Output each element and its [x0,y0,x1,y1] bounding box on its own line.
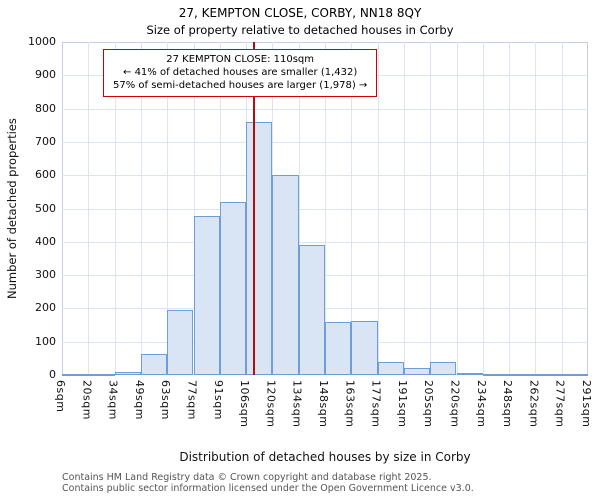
v-gridline [403,42,405,375]
histogram-bar [272,175,299,375]
y-tick-label: 200 [35,301,56,315]
histogram-bar [430,361,457,375]
v-gridline [193,42,195,375]
y-tick-label: 1000 [28,35,56,48]
footer-attribution-2: Contains public sector information licen… [62,483,474,494]
x-tick-label: 291sqm [580,380,593,428]
v-gridline [325,42,326,375]
y-tick-label: 100 [35,334,56,348]
y-tick-label: 700 [35,134,56,148]
annotation-property-line: 27 KEMPTON CLOSE: 110sqm [166,54,315,65]
x-tick-label: 34sqm [106,380,120,420]
v-gridline [456,42,458,375]
histogram-bar [482,373,510,376]
histogram-bar [351,321,378,375]
chart-subtitle: Size of property relative to detached ho… [146,23,454,37]
x-tick-label: 220sqm [448,380,462,428]
property-size-marker-line [252,42,255,375]
histogram-bar [325,322,352,375]
x-tick-label: 277sqm [553,380,567,428]
x-tick-label: 248sqm [501,380,515,428]
histogram-bar [535,374,562,376]
y-tick-label: 900 [35,68,56,82]
v-gridline [430,42,432,375]
v-gridline [88,42,90,375]
y-tick-label: 300 [35,268,56,282]
v-gridline [561,42,563,375]
v-gridline [482,42,484,375]
v-gridline [114,42,116,375]
v-gridline [298,42,300,375]
histogram-bar [219,201,247,375]
histogram-bar [62,374,89,376]
histogram-bar [167,310,194,375]
histogram-bar [509,374,536,376]
v-gridline [351,42,353,375]
histogram-bar [403,367,431,375]
histogram-bar [561,374,588,376]
x-axis-label: Distribution of detached houses by size … [179,450,471,464]
histogram-bar [114,371,141,375]
x-tick-label: 163sqm [343,380,357,428]
x-tick-label: 148sqm [317,380,330,428]
footer-attribution-1: Contains HM Land Registry data © Crown c… [62,472,432,483]
x-tick-label: 49sqm [132,380,146,420]
v-gridline [377,42,379,375]
x-tick-label: 63sqm [159,380,173,420]
histogram-bar [246,121,273,375]
y-tick-label: 800 [35,101,56,115]
x-tick-label: 262sqm [527,380,541,428]
annotation-smaller-line: ← 41% of detached houses are smaller (1,… [123,67,358,79]
x-tick-label: 91sqm [211,380,225,420]
histogram-bar [140,354,168,375]
v-gridline [535,42,537,375]
histogram-bar [377,361,404,375]
y-tick-label: 400 [35,234,56,248]
annotation-box: 27 KEMPTON CLOSE: 110sqm ← 41% of detach… [103,49,378,97]
x-tick-label: 134sqm [290,380,304,428]
histogram-bar [456,373,483,375]
x-tick-label: 106sqm [238,380,252,428]
x-tick-label: 120sqm [264,380,278,428]
x-tick-label: 177sqm [369,380,383,428]
y-tick-label: 0 [49,368,56,381]
v-gridline [140,42,142,375]
histogram-bar [298,245,325,375]
x-tick-label: 77sqm [185,380,199,420]
v-gridline [509,42,511,375]
chart-title: 27, KEMPTON CLOSE, CORBY, NN18 8QY [178,6,422,20]
x-tick-label: 205sqm [422,380,436,428]
histogram-bar [193,215,220,375]
y-tick-label: 500 [35,201,56,215]
x-tick-label: 20sqm [80,380,94,420]
annotation-larger-line: 57% of semi-detached houses are larger (… [113,80,368,92]
x-tick-label: 6sqm [54,380,67,413]
y-tick-label: 600 [35,168,56,182]
v-gridline [167,42,169,375]
x-tick-label: 234sqm [474,380,488,428]
x-tick-label: 191sqm [395,380,409,428]
histogram-bar [88,374,115,376]
